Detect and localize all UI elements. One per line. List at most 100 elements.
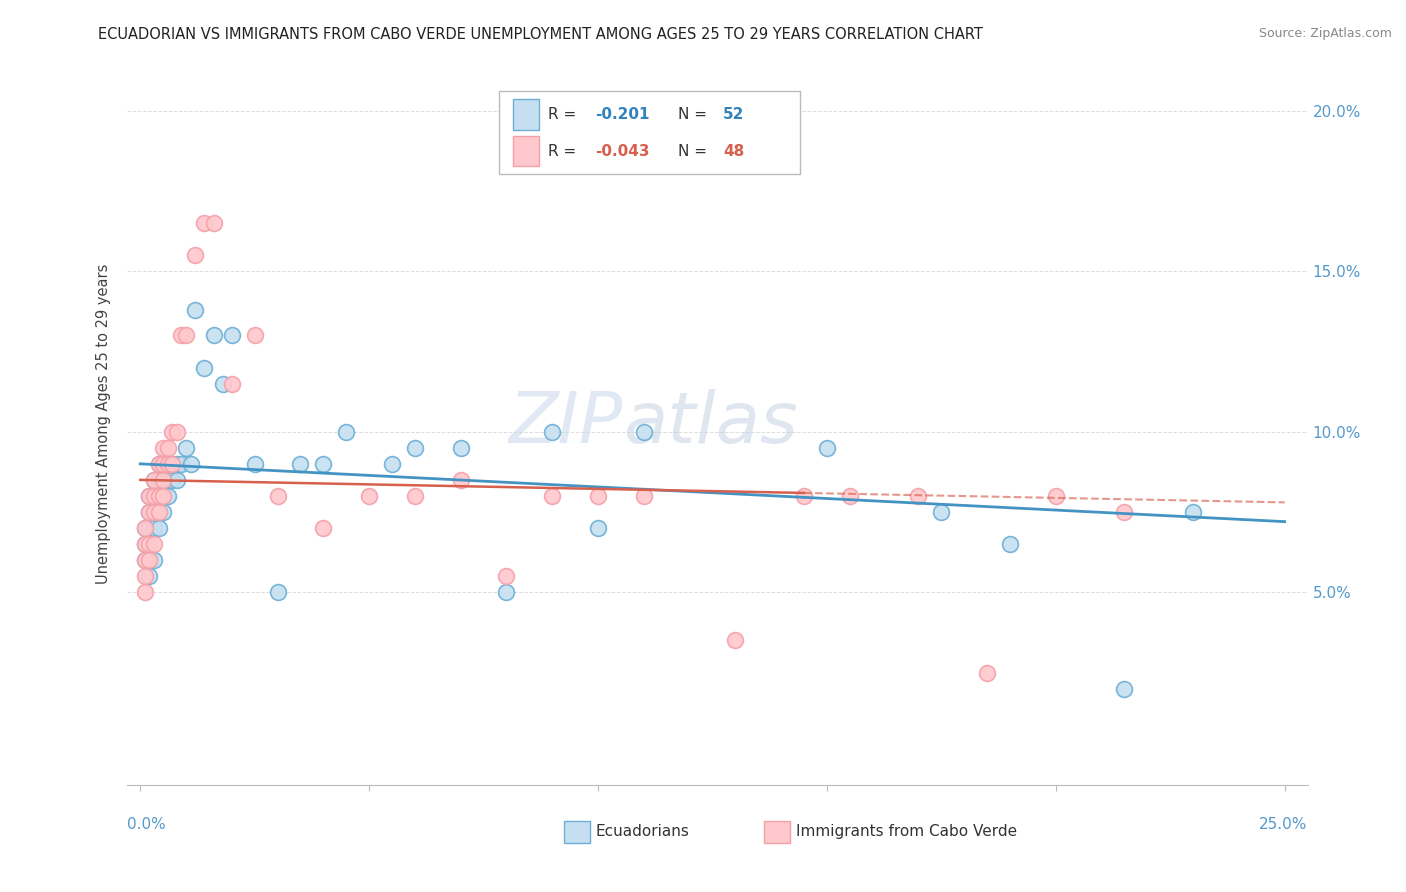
Point (166, 425, 188, 439)
Point (148, 489, 170, 503)
Point (152, 457, 174, 471)
Point (495, 585, 517, 599)
Point (134, 537, 156, 551)
Point (450, 441, 472, 455)
Point (586, 521, 609, 535)
Point (793, 489, 815, 503)
Point (138, 505, 160, 519)
Point (156, 489, 179, 503)
FancyBboxPatch shape (765, 821, 790, 843)
Point (156, 457, 179, 471)
Point (266, 585, 288, 599)
FancyBboxPatch shape (499, 91, 800, 175)
Point (148, 473, 170, 487)
Point (156, 441, 179, 455)
Point (134, 537, 156, 551)
Point (174, 441, 197, 455)
Point (211, 376, 233, 391)
Point (152, 441, 174, 455)
Text: Ecuadorians: Ecuadorians (595, 824, 689, 839)
Point (202, 328, 225, 343)
Point (312, 521, 335, 535)
Text: -0.201: -0.201 (595, 107, 650, 122)
Text: atlas: atlas (623, 389, 797, 458)
Text: N =: N = (678, 144, 711, 159)
Text: 52: 52 (723, 107, 744, 122)
Point (143, 473, 166, 487)
Point (243, 457, 266, 471)
Point (156, 457, 179, 471)
Point (152, 489, 174, 503)
Text: 25.0%: 25.0% (1260, 817, 1308, 832)
Point (1182, 505, 1205, 519)
Y-axis label: Unemployment Among Ages 25 to 29 years: Unemployment Among Ages 25 to 29 years (96, 263, 111, 584)
Text: N =: N = (678, 107, 711, 122)
Point (359, 489, 381, 503)
Point (931, 505, 953, 519)
Point (156, 473, 179, 487)
Point (815, 441, 838, 455)
Point (404, 489, 426, 503)
Point (143, 489, 166, 503)
Point (143, 505, 166, 519)
Point (170, 457, 193, 471)
Point (450, 473, 472, 487)
Text: R =: R = (548, 144, 581, 159)
Point (162, 473, 184, 487)
Point (838, 489, 860, 503)
Point (162, 457, 184, 471)
Point (184, 248, 207, 262)
Point (193, 360, 215, 375)
Point (152, 489, 174, 503)
Point (134, 569, 156, 583)
Point (138, 537, 160, 551)
Point (143, 521, 166, 535)
Point (266, 489, 288, 503)
Point (162, 425, 184, 439)
Point (134, 521, 156, 535)
Point (541, 489, 564, 503)
Point (166, 457, 188, 471)
Point (243, 328, 266, 343)
Point (221, 376, 243, 391)
Point (134, 521, 156, 535)
Point (152, 505, 174, 519)
Point (166, 473, 188, 487)
Point (907, 489, 929, 503)
Point (138, 489, 160, 503)
Point (1114, 505, 1136, 519)
Point (184, 302, 207, 317)
Point (193, 216, 215, 230)
Point (335, 425, 357, 439)
Text: ZIP: ZIP (508, 389, 623, 458)
Point (633, 489, 655, 503)
Point (138, 505, 160, 519)
Point (170, 328, 193, 343)
Point (143, 473, 166, 487)
Point (180, 457, 202, 471)
Point (152, 457, 174, 471)
Point (148, 521, 170, 535)
FancyBboxPatch shape (564, 821, 589, 843)
Text: 0.0%: 0.0% (127, 817, 166, 832)
Text: Immigrants from Cabo Verde: Immigrants from Cabo Verde (796, 824, 1018, 839)
Point (148, 457, 170, 471)
Point (724, 633, 747, 648)
FancyBboxPatch shape (513, 136, 538, 166)
Point (138, 569, 160, 583)
Point (138, 553, 160, 567)
Point (143, 553, 166, 567)
Text: ECUADORIAN VS IMMIGRANTS FROM CABO VERDE UNEMPLOYMENT AMONG AGES 25 TO 29 YEARS : ECUADORIAN VS IMMIGRANTS FROM CABO VERDE… (98, 27, 983, 42)
Point (148, 505, 170, 519)
Point (143, 537, 166, 551)
Point (633, 425, 655, 439)
Point (138, 489, 160, 503)
Point (202, 216, 225, 230)
Point (998, 537, 1021, 551)
Point (1114, 681, 1136, 696)
Point (381, 457, 404, 471)
Point (143, 489, 166, 503)
Point (724, 136, 747, 150)
Point (134, 553, 156, 567)
Point (134, 553, 156, 567)
